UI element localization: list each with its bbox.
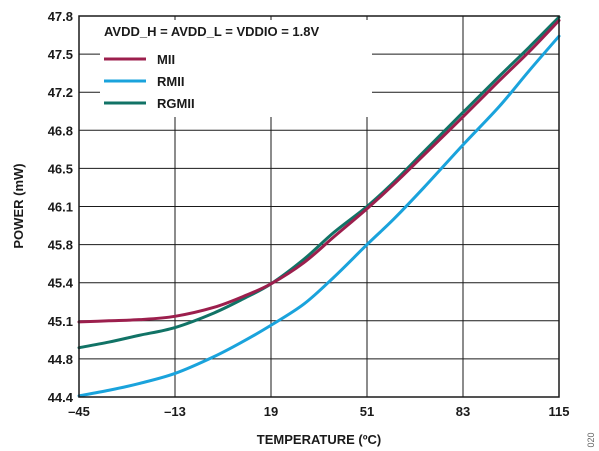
y-tick-label: 47.5: [48, 47, 73, 62]
supply-voltage-annotation: AVDD_H = AVDD_L = VDDIO = 1.8V: [104, 24, 320, 39]
y-tick-label: 44.4: [48, 390, 74, 405]
y-tick-label: 45.1: [48, 314, 73, 329]
x-tick-label: 19: [264, 404, 278, 419]
figure-id: 020: [586, 432, 596, 447]
series-lines: [77, 15, 561, 398]
x-tick-label: 83: [456, 404, 470, 419]
y-tick-label: 45.8: [48, 238, 73, 253]
x-tick-labels: –45 –13 19 51 83 115: [68, 404, 569, 419]
y-tick-label: 44.8: [48, 352, 73, 367]
series-line-rmii: [77, 34, 561, 398]
y-tick-label: 47.2: [48, 85, 73, 100]
legend-label-mii: MII: [157, 52, 175, 67]
x-tick-label: 51: [360, 404, 374, 419]
series-line-rgmii: [77, 15, 561, 350]
y-tick-label: 45.4: [48, 276, 74, 291]
legend-background: [100, 20, 372, 117]
x-tick-label: 115: [549, 404, 570, 419]
y-tick-label: 47.8: [48, 9, 73, 24]
plot-frame: [78, 15, 560, 398]
x-tick-label: –45: [68, 404, 90, 419]
legend-label-rmii: RMII: [157, 74, 184, 89]
x-axis-title: TEMPERATURE (ºC): [257, 432, 381, 447]
y-tick-label: 46.1: [48, 200, 73, 215]
legend-label-rgmii: RGMII: [157, 96, 195, 111]
series-line-mii: [77, 18, 561, 324]
x-tick-label: –13: [164, 404, 186, 419]
y-tick-label: 46.5: [48, 161, 73, 176]
y-tick-labels: 47.8 47.5 47.2 46.8 46.5 46.1 45.8 45.4 45.1 44.8…: [48, 9, 74, 405]
y-tick-label: 46.8: [48, 123, 73, 138]
y-axis-title: POWER (mW): [11, 163, 26, 248]
legend: MII RMII RGMII: [104, 52, 195, 111]
